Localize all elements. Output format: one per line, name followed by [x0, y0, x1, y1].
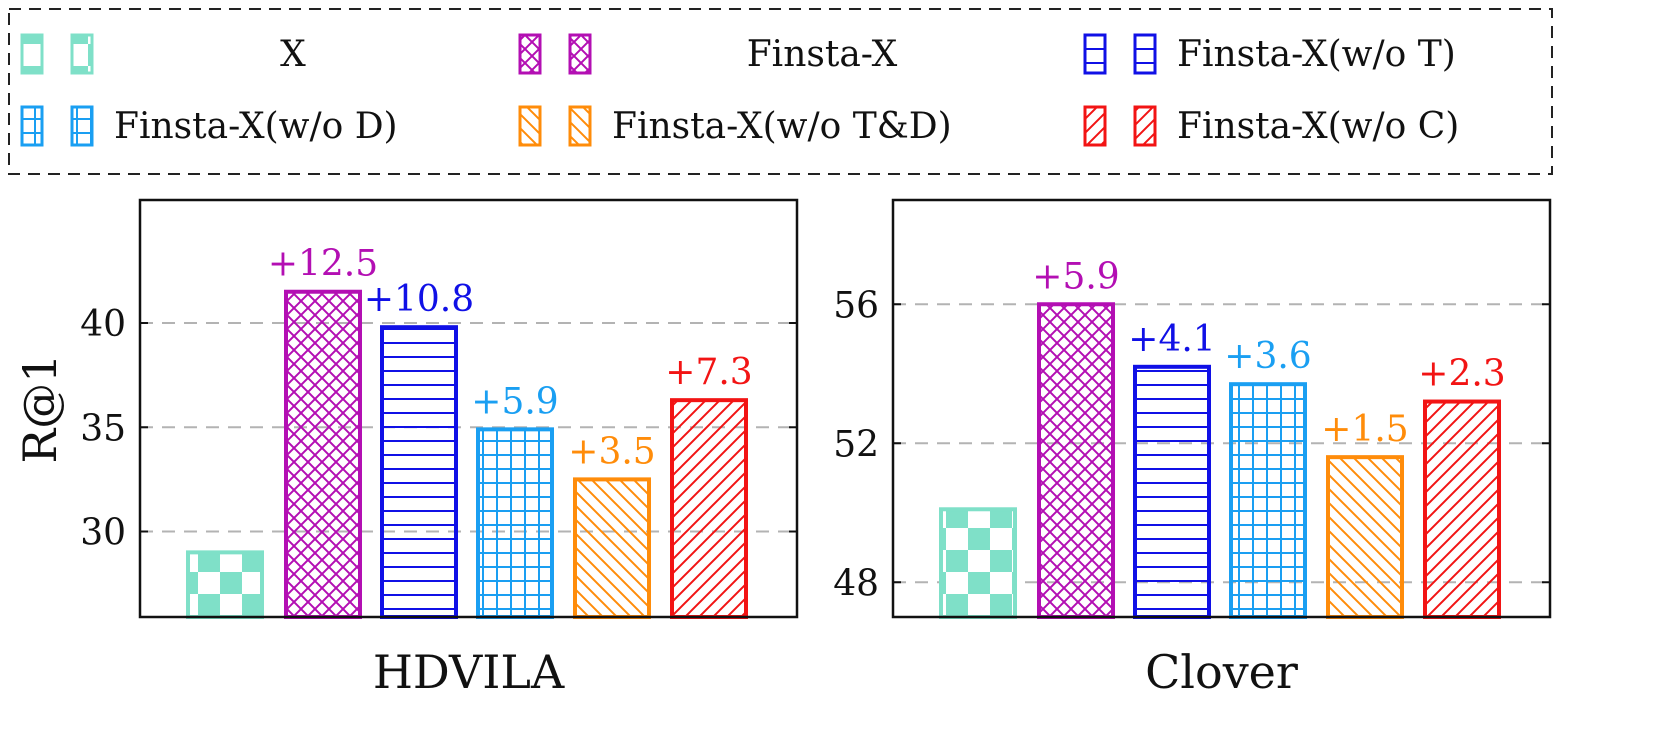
y-axis-label: R@1: [13, 354, 67, 464]
chart-panel: +5.9+4.1 +3.6+1.5+2.3 48 52 56 Clover: [833, 198, 1552, 699]
bar: [1229, 382, 1307, 619]
legend-entry: Finsta-X(w/o D): [20, 105, 398, 147]
bar: [573, 477, 651, 620]
bar: [1326, 455, 1404, 619]
bar: [186, 550, 264, 619]
bar-delta-label: +12.5: [268, 244, 378, 285]
bar: [380, 325, 458, 619]
bar-delta-label: +5.9: [471, 381, 558, 422]
bar-delta-label: +5.9: [1032, 256, 1119, 297]
bar-delta-label: +4.1: [1128, 319, 1215, 360]
bar: [670, 398, 748, 619]
y-tick-label: 40: [80, 304, 126, 345]
legend-swatch: [1083, 105, 1107, 147]
bar-delta-label: +2.3: [1418, 354, 1505, 395]
bar-delta-label: +3.6: [1224, 336, 1311, 377]
chart-panel: +12.5+10.8 +5.9+3.5+7.3 30 35 40 HDVILA R@1: [13, 198, 799, 699]
y-tick-label: 56: [833, 285, 879, 326]
legend-swatch: [20, 33, 44, 75]
legend-label: X: [280, 34, 306, 75]
y-tick-label: 52: [833, 424, 879, 465]
bar-delta-label: +10.8: [364, 279, 474, 320]
legend-label: Finsta-X: [747, 34, 898, 75]
legend-entry: Finsta-X(w/o T): [1083, 33, 1456, 75]
x-axis-label: HDVILA: [373, 645, 565, 699]
legend-entry: Finsta-X(w/o T&D): [518, 105, 952, 147]
bar-delta-label: +7.3: [665, 352, 752, 393]
x-axis-label: Clover: [1145, 645, 1298, 699]
legend-swatch: [568, 33, 592, 75]
legend-entry: Finsta-X: [518, 33, 898, 75]
legend-entry: X: [20, 33, 306, 75]
legend-swatch: [568, 105, 592, 147]
y-tick-label: 48: [833, 563, 879, 604]
legend-swatch: [70, 33, 94, 75]
legend-swatch: [518, 33, 542, 75]
bar: [1133, 364, 1211, 619]
legend-swatch: [518, 105, 542, 147]
bar: [1423, 399, 1501, 619]
bar: [1037, 302, 1115, 619]
plot-frame: [138, 198, 799, 619]
legend-swatch: [70, 105, 94, 147]
legend-swatch: [1133, 33, 1157, 75]
legend-frame: [8, 8, 1553, 175]
legend-label: Finsta-X(w/o T&D): [612, 106, 952, 147]
legend-swatch: [1133, 105, 1157, 147]
y-tick-label: 30: [80, 513, 126, 554]
plot-frame: [891, 198, 1552, 619]
bar: [284, 289, 362, 619]
legend: X Finsta-X Finsta-X(w/o T) Finsta-X(w/o D) F…: [8, 8, 1553, 175]
bar: [939, 507, 1017, 619]
legend-swatch: [1083, 33, 1107, 75]
bar: [476, 427, 554, 619]
legend-swatch: [20, 105, 44, 147]
legend-label: Finsta-X(w/o D): [114, 106, 398, 147]
legend-label: Finsta-X(w/o C): [1177, 106, 1459, 147]
legend-entry: Finsta-X(w/o C): [1083, 105, 1459, 147]
y-tick-label: 35: [80, 408, 126, 449]
bar-delta-label: +1.5: [1321, 409, 1408, 450]
legend-label: Finsta-X(w/o T): [1177, 34, 1456, 75]
bar-delta-label: +3.5: [568, 431, 655, 472]
